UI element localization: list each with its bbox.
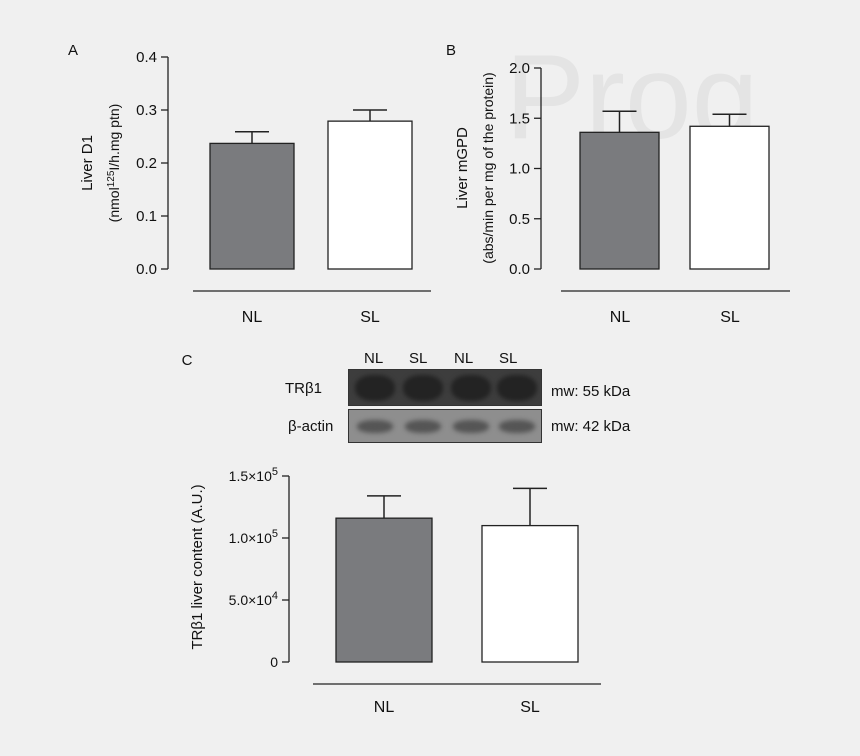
chart-panel-c: C 0 5.0×104 1.0×105 1.5×105 NL SL TRβ1 liver co… xyxy=(182,352,601,716)
y-tick-label: 1.0×105 xyxy=(229,528,278,546)
x-tick-label: SL xyxy=(360,309,380,326)
bar-nl xyxy=(579,131,660,270)
x-tick-label: SL xyxy=(720,309,740,326)
x-tick-label: NL xyxy=(374,699,395,716)
x-tick-label: NL xyxy=(610,309,631,326)
y-tick-label: 0.5 xyxy=(509,211,530,228)
y-tick-label: 0.0 xyxy=(509,261,530,278)
bar-sl xyxy=(327,120,413,270)
y-axis-label-sub: (nmol125I/h.mg ptn) xyxy=(106,104,122,223)
y-tick-label: 2.0 xyxy=(509,60,530,77)
y-tick-label: 5.0×104 xyxy=(229,590,278,608)
y-tick-label: 0.3 xyxy=(136,102,157,119)
panel-label: B xyxy=(446,42,456,59)
y-tick-label: 1.0 xyxy=(509,161,530,178)
y-tick-label: 0 xyxy=(270,654,278,670)
x-tick-label: SL xyxy=(520,699,540,716)
y-axis-label-sub: (abs/min per mg of the protein) xyxy=(480,72,496,263)
y-tick-label: 0.0 xyxy=(136,261,157,278)
chart-panel-b: B 0.0 0.5 1.0 1.5 2.0 NL SL Liver mGPD (abs/min p… xyxy=(446,42,790,326)
y-tick-label: 1.5 xyxy=(509,110,530,127)
y-tick-label: 0.4 xyxy=(136,49,157,66)
bar-nl xyxy=(209,142,295,270)
y-axis-label: Liver mGPD xyxy=(454,127,471,209)
chart-panel-a: A 0.0 0.1 0.2 0.3 0.4 NL SL Liver D1 (nmol125I/h.… xyxy=(68,42,431,326)
bar-sl xyxy=(689,125,770,270)
panel-label: A xyxy=(68,42,78,59)
y-axis-label: Liver D1 xyxy=(79,135,96,191)
bar-nl xyxy=(335,517,433,663)
y-tick-label: 0.2 xyxy=(136,155,157,172)
y-tick-label: 1.5×105 xyxy=(229,466,278,484)
y-axis-label: TRβ1 liver content (A.U.) xyxy=(189,484,206,649)
y-tick-label: 0.1 xyxy=(136,208,157,225)
panel-label: C xyxy=(182,352,193,369)
x-tick-label: NL xyxy=(242,309,263,326)
bar-sl xyxy=(481,524,579,663)
